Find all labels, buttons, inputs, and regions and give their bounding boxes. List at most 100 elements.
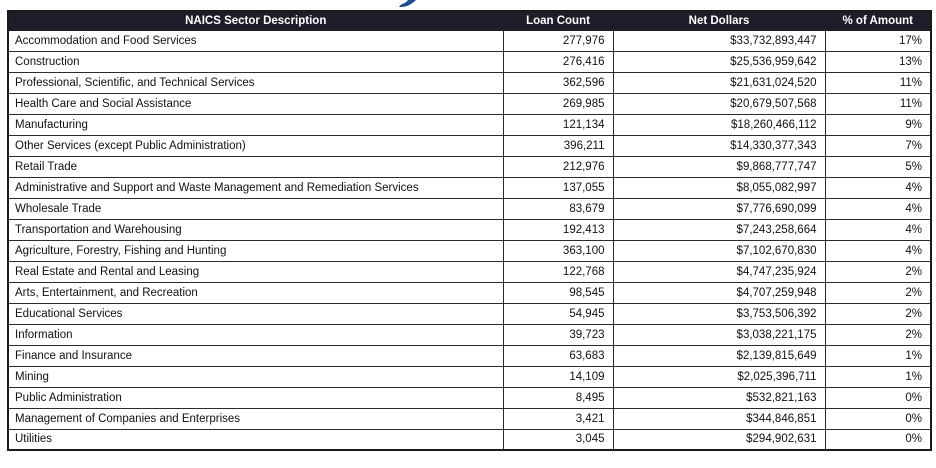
net-dollars-cell: $14,330,377,343	[612, 134, 826, 157]
pct-of-amount-cell: 2%	[824, 281, 932, 304]
sector-description-cell: Arts, Entertainment, and Recreation	[7, 281, 504, 304]
naics-sector-table: NAICS Sector Description Loan Count Net …	[7, 10, 932, 451]
sector-description-cell: Health Care and Social Assistance	[7, 92, 504, 115]
net-dollars-cell: $3,753,506,392	[612, 302, 826, 325]
table-row: Utilities 3,045 $294,902,631 0%	[7, 428, 932, 451]
sector-description-cell: Transportation and Warehousing	[7, 218, 504, 241]
table-row: Mining 14,109 $2,025,396,711 1%	[7, 365, 932, 388]
sector-description-cell: Mining	[7, 365, 504, 388]
loan-count-cell: 83,679	[502, 197, 614, 220]
net-dollars-cell: $2,139,815,649	[612, 344, 826, 367]
header-sector-description: NAICS Sector Description	[7, 10, 504, 31]
header-row: NAICS Sector Description Loan Count Net …	[7, 10, 932, 31]
table-body: Accommodation and Food Services 277,976 …	[7, 29, 932, 451]
header-net-dollars: Net Dollars	[612, 10, 826, 31]
pct-of-amount-cell: 4%	[824, 197, 932, 220]
loan-count-cell: 276,416	[502, 50, 614, 73]
loan-count-cell: 192,413	[502, 218, 614, 241]
net-dollars-cell: $7,776,690,099	[612, 197, 826, 220]
loan-count-cell: 122,768	[502, 260, 614, 283]
sector-description-cell: Information	[7, 323, 504, 346]
pct-of-amount-cell: 11%	[824, 71, 932, 94]
sector-description-cell: Other Services (except Public Administra…	[7, 134, 504, 157]
net-dollars-cell: $3,038,221,175	[612, 323, 826, 346]
table-row: Management of Companies and Enterprises …	[7, 407, 932, 430]
table-row: Arts, Entertainment, and Recreation 98,5…	[7, 281, 932, 304]
sector-description-cell: Real Estate and Rental and Leasing	[7, 260, 504, 283]
table-row: Information 39,723 $3,038,221,175 2%	[7, 323, 932, 346]
sector-description-cell: Public Administration	[7, 386, 504, 409]
pct-of-amount-cell: 4%	[824, 176, 932, 199]
sector-description-cell: Finance and Insurance	[7, 344, 504, 367]
table-row: Real Estate and Rental and Leasing 122,7…	[7, 260, 932, 283]
pct-of-amount-cell: 2%	[824, 302, 932, 325]
header-loan-count: Loan Count	[502, 10, 614, 31]
sector-description-cell: Accommodation and Food Services	[7, 29, 504, 52]
sector-description-cell: Educational Services	[7, 302, 504, 325]
table-row: Finance and Insurance 63,683 $2,139,815,…	[7, 344, 932, 367]
net-dollars-cell: $344,846,851	[612, 407, 826, 430]
net-dollars-cell: $2,025,396,711	[612, 365, 826, 388]
pct-of-amount-cell: 2%	[824, 260, 932, 283]
sector-description-cell: Management of Companies and Enterprises	[7, 407, 504, 430]
pct-of-amount-cell: 0%	[824, 407, 932, 430]
net-dollars-cell: $18,260,466,112	[612, 113, 826, 136]
table-row: Construction 276,416 $25,536,959,642 13%	[7, 50, 932, 73]
net-dollars-cell: $7,243,258,664	[612, 218, 826, 241]
table-row: Health Care and Social Assistance 269,98…	[7, 92, 932, 115]
loan-count-cell: 362,596	[502, 71, 614, 94]
net-dollars-cell: $20,679,507,568	[612, 92, 826, 115]
loan-count-cell: 39,723	[502, 323, 614, 346]
sector-description-cell: Retail Trade	[7, 155, 504, 178]
cropped-title-glyph-icon	[399, 0, 416, 8]
loan-count-cell: 121,134	[502, 113, 614, 136]
loan-count-cell: 63,683	[502, 344, 614, 367]
table-row: Accommodation and Food Services 277,976 …	[7, 29, 932, 52]
table-row: Other Services (except Public Administra…	[7, 134, 932, 157]
net-dollars-cell: $294,902,631	[612, 428, 826, 451]
net-dollars-cell: $532,821,163	[612, 386, 826, 409]
header-pct-of-amount: % of Amount	[824, 10, 932, 31]
net-dollars-cell: $9,868,777,747	[612, 155, 826, 178]
table-header: NAICS Sector Description Loan Count Net …	[7, 10, 932, 31]
sector-description-cell: Administrative and Support and Waste Man…	[7, 176, 504, 199]
sector-description-cell: Utilities	[7, 428, 504, 451]
sector-description-cell: Agriculture, Forestry, Fishing and Hunti…	[7, 239, 504, 262]
pct-of-amount-cell: 1%	[824, 344, 932, 367]
table-row: Retail Trade 212,976 $9,868,777,747 5%	[7, 155, 932, 178]
table-row: Transportation and Warehousing 192,413 $…	[7, 218, 932, 241]
table-row: Public Administration 8,495 $532,821,163…	[7, 386, 932, 409]
loan-count-cell: 8,495	[502, 386, 614, 409]
loan-count-cell: 3,421	[502, 407, 614, 430]
loan-count-cell: 3,045	[502, 428, 614, 451]
sector-description-cell: Professional, Scientific, and Technical …	[7, 71, 504, 94]
table-row: Wholesale Trade 83,679 $7,776,690,099 4%	[7, 197, 932, 220]
pct-of-amount-cell: 4%	[824, 218, 932, 241]
sector-description-cell: Wholesale Trade	[7, 197, 504, 220]
net-dollars-cell: $25,536,959,642	[612, 50, 826, 73]
loan-count-cell: 137,055	[502, 176, 614, 199]
loan-count-cell: 212,976	[502, 155, 614, 178]
pct-of-amount-cell: 1%	[824, 365, 932, 388]
table-row: Educational Services 54,945 $3,753,506,3…	[7, 302, 932, 325]
loan-count-cell: 14,109	[502, 365, 614, 388]
table-row: Professional, Scientific, and Technical …	[7, 71, 932, 94]
loan-count-cell: 54,945	[502, 302, 614, 325]
pct-of-amount-cell: 17%	[824, 29, 932, 52]
pct-of-amount-cell: 4%	[824, 239, 932, 262]
pct-of-amount-cell: 0%	[824, 428, 932, 451]
sector-description-cell: Construction	[7, 50, 504, 73]
loan-count-cell: 98,545	[502, 281, 614, 304]
net-dollars-cell: $4,707,259,948	[612, 281, 826, 304]
net-dollars-cell: $21,631,024,520	[612, 71, 826, 94]
pct-of-amount-cell: 2%	[824, 323, 932, 346]
loan-count-cell: 396,211	[502, 134, 614, 157]
pct-of-amount-cell: 11%	[824, 92, 932, 115]
sector-description-cell: Manufacturing	[7, 113, 504, 136]
table-row: Administrative and Support and Waste Man…	[7, 176, 932, 199]
pct-of-amount-cell: 13%	[824, 50, 932, 73]
net-dollars-cell: $4,747,235,924	[612, 260, 826, 283]
pct-of-amount-cell: 7%	[824, 134, 932, 157]
net-dollars-cell: $8,055,082,997	[612, 176, 826, 199]
